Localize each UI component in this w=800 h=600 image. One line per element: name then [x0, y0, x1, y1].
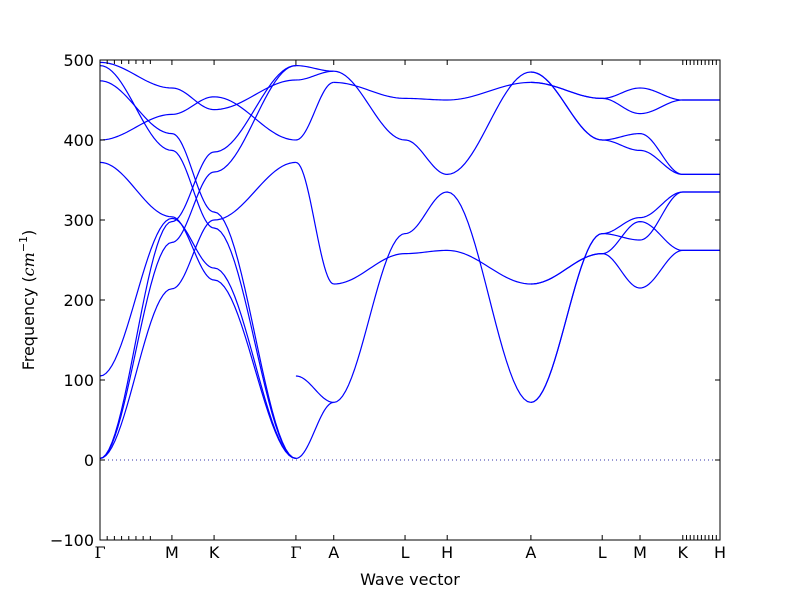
- x-ticks-group: [99, 60, 721, 540]
- phonon-branch-9: [99, 61, 296, 111]
- x-tick-label-kpoint: L: [598, 543, 607, 562]
- y-tick-label: 400: [63, 131, 94, 150]
- phonon-branch-19: [333, 70, 531, 175]
- y-axis-label-unit-exponent: −1: [17, 236, 30, 252]
- plot-frame: [99, 59, 721, 541]
- y-axis-label-prefix: Frequency (: [19, 276, 38, 370]
- x-tick-label-kpoint: Γ: [94, 543, 105, 562]
- phonon-branch-21: [530, 191, 720, 403]
- phonon-branches-group: [99, 61, 720, 459]
- y-tick-label: −100: [50, 531, 94, 550]
- phonon-branch-25: [530, 81, 720, 115]
- x-tick-label-kpoint: M: [165, 543, 179, 562]
- phonon-branch-3: [99, 161, 296, 459]
- phonon-branch-15: [295, 65, 334, 72]
- phonon-branch-27: [530, 71, 720, 175]
- phonon-branch-23: [530, 221, 720, 285]
- phonon-branch-12: [295, 161, 334, 285]
- y-axis-label-unit: cm: [19, 252, 38, 276]
- phonon-branch-4: [99, 217, 297, 459]
- x-tick-label-kpoint: H: [714, 543, 726, 562]
- x-tick-label-kpoint: H: [441, 543, 453, 562]
- x-tick-label-kpoint: M: [633, 543, 647, 562]
- y-tick-label: 500: [63, 51, 94, 70]
- phonon-branch-6: [99, 96, 296, 141]
- y-tick-label: 0: [84, 451, 94, 470]
- x-tick-label-kpoint: Γ: [290, 543, 301, 562]
- x-tick-label-kpoint: A: [328, 543, 339, 562]
- phonon-branch-13: [295, 81, 334, 141]
- phonon-branch-8: [99, 65, 297, 459]
- phonon-branch-1: [99, 65, 296, 459]
- phonon-branch-16: [333, 191, 532, 403]
- plot-area: [100, 60, 720, 540]
- phonon-branch-14: [295, 70, 334, 81]
- phonon-branch-11: [295, 375, 334, 403]
- x-tick-label-kpoint: K: [209, 543, 220, 562]
- y-tick-label: 100: [63, 371, 94, 390]
- y-axis-label-suffix: ): [19, 230, 38, 236]
- y-tick-label: 300: [63, 211, 94, 230]
- phonon-branch-17: [333, 249, 531, 285]
- x-axis-label: Wave vector: [360, 570, 460, 589]
- y-tick-label: 200: [63, 291, 94, 310]
- x-tick-label-kpoint: K: [678, 543, 689, 562]
- phonon-branch-18: [333, 81, 531, 101]
- labels-group: −100 0 100 200 300 400 500 Γ M K Γ A L H A L M K H: [50, 51, 726, 562]
- y-axis-label: Frequency (cm−1): [17, 230, 38, 371]
- phonon-branch-10: [295, 401, 334, 459]
- x-tick-label-kpoint: A: [525, 543, 536, 562]
- phonon-branch-5: [99, 161, 297, 459]
- x-tick-label-kpoint: L: [401, 543, 410, 562]
